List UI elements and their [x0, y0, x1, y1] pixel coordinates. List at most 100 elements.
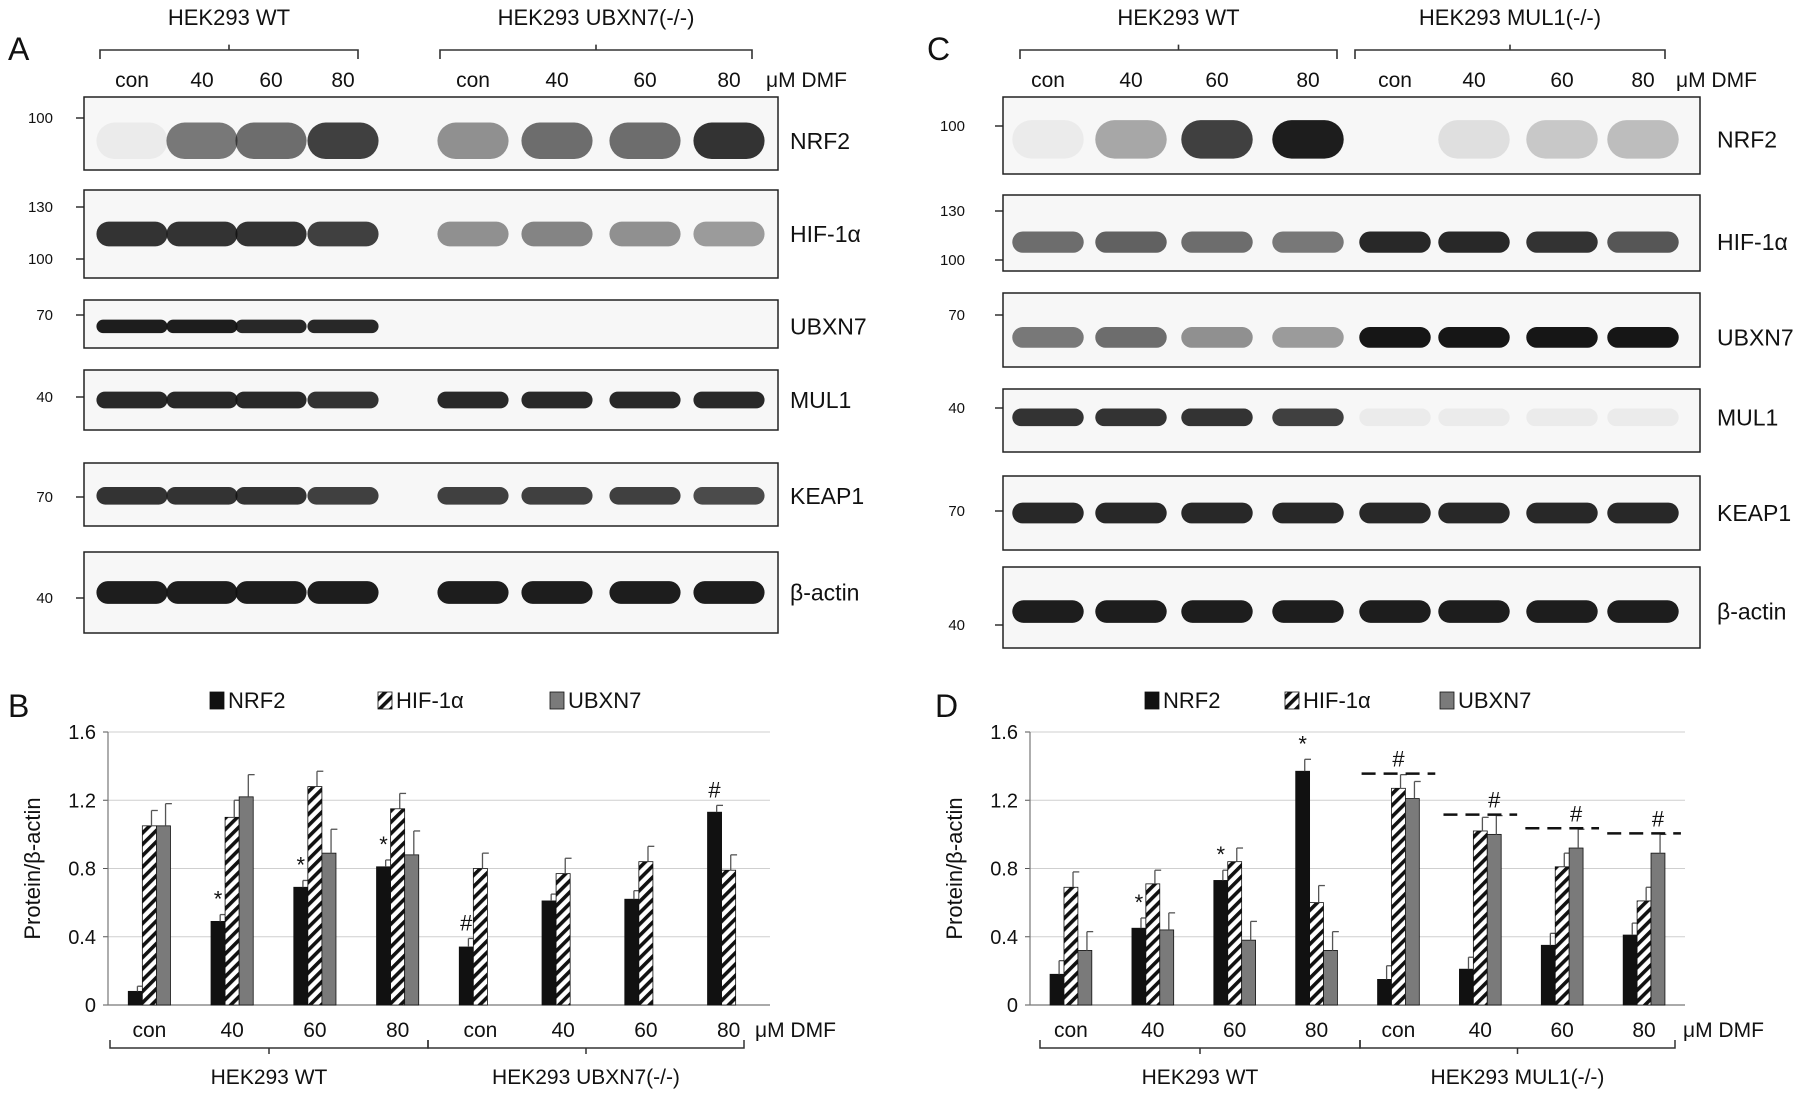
significance-hash: # [708, 777, 721, 802]
lane-label: 60 [633, 69, 656, 92]
protein-band [693, 486, 765, 505]
protein-band [235, 486, 307, 505]
legend-swatch [209, 691, 225, 710]
significance-star: * [1216, 842, 1225, 867]
protein-band [166, 221, 238, 247]
bar [210, 920, 226, 1006]
blot-strip-hif1: HIF-1α 130 100 [28, 189, 861, 279]
protein-band [1012, 600, 1084, 623]
y-tick-label: 0.8 [990, 859, 1018, 881]
blot-strip-actin: β-actin 40 [948, 566, 1786, 649]
lane-label: 60 [259, 69, 282, 92]
protein-band [1607, 502, 1679, 524]
group-label: HEK293 MUL1(-/-) [1431, 1066, 1605, 1089]
protein-band [1012, 502, 1084, 524]
protein-band [307, 486, 379, 505]
x-tick-label: 80 [1305, 1019, 1328, 1042]
molecular-weight-marker: 70 [36, 307, 53, 324]
protein-band [1359, 327, 1431, 348]
protein-band [693, 221, 765, 247]
molecular-weight-marker: 70 [948, 503, 965, 520]
bar [707, 811, 722, 1006]
protein-band [1012, 231, 1084, 253]
dose-unit-label: μM DMF [1676, 69, 1757, 92]
protein-band [307, 319, 379, 334]
protein-band [96, 486, 168, 505]
y-tick-label: 0.8 [68, 859, 96, 881]
x-tick-label: 60 [1223, 1019, 1246, 1042]
x-tick-label: 80 [1632, 1019, 1655, 1042]
x-tick-label: con [132, 1019, 166, 1042]
protein-band [609, 122, 681, 160]
protein-band [1012, 120, 1084, 159]
protein-band [235, 391, 307, 409]
protein-band [693, 391, 765, 409]
protein-band [235, 581, 307, 604]
blot-strip-mul1: MUL1 40 [948, 388, 1778, 453]
bar [127, 990, 143, 1006]
protein-band [1181, 120, 1253, 159]
bar [307, 786, 323, 1006]
protein-band [521, 391, 593, 409]
molecular-weight-marker: 40 [36, 389, 53, 406]
protein-band [1359, 408, 1431, 427]
protein-band [1438, 327, 1510, 348]
group-bracket [1359, 1040, 1676, 1054]
bar [224, 816, 240, 1006]
y-tick-label: 1.2 [990, 790, 1018, 812]
y-tick-label: 0.4 [68, 927, 96, 949]
x-tick-label: 60 [634, 1019, 657, 1042]
protein-band [1607, 600, 1679, 623]
protein-band [1438, 408, 1510, 427]
dose-unit-label: μM DMF [766, 69, 847, 92]
blot-frame [1002, 96, 1701, 175]
bar [376, 866, 391, 1006]
protein-label: HIF-1α [1717, 229, 1788, 255]
bar [624, 898, 640, 1006]
cell-line-group-label: HEK293 MUL1(-/-) [1419, 5, 1601, 30]
lane-label: con [456, 69, 490, 92]
x-tick-label: con [1054, 1019, 1088, 1042]
bar [555, 873, 571, 1006]
molecular-weight-marker: 40 [36, 590, 53, 607]
group-label: HEK293 UBXN7(-/-) [492, 1066, 680, 1089]
legend-swatch [377, 691, 393, 710]
bar [293, 886, 309, 1006]
protein-band [166, 486, 238, 505]
protein-band [609, 221, 681, 247]
protein-band [1438, 231, 1510, 253]
y-tick-label: 1.6 [68, 722, 96, 744]
protein-band [1181, 502, 1253, 524]
protein-label: NRF2 [1717, 126, 1777, 152]
lane-label: 80 [1296, 69, 1319, 92]
bar [1145, 883, 1161, 1006]
protein-label: β-actin [1717, 599, 1786, 625]
significance-star: * [1135, 890, 1144, 915]
x-unit-label: μM DMF [1683, 1019, 1764, 1042]
cell-line-group-bracket [1354, 44, 1666, 59]
protein-band [1095, 327, 1167, 348]
protein-band [1438, 120, 1510, 159]
protein-band [235, 221, 307, 247]
protein-label: β-actin [790, 580, 859, 606]
group-bracket [109, 1040, 429, 1054]
group-label: HEK293 WT [211, 1066, 328, 1089]
x-tick-label: con [1382, 1019, 1416, 1042]
protein-band [1526, 120, 1598, 159]
protein-band [1272, 408, 1344, 427]
protein-band [166, 581, 238, 604]
significance-star: * [297, 852, 306, 877]
protein-band [1526, 600, 1598, 623]
lane-label: 60 [1205, 69, 1228, 92]
group-bracket [1039, 1040, 1361, 1054]
protein-band [1359, 600, 1431, 623]
blot-strip-nrf2: NRF2 100 [28, 96, 850, 171]
western-blot-panel-a: A HEK293 WT HEK293 UBXN7(-/-) con 40 60 80 con 4… [8, 5, 867, 634]
protein-label: KEAP1 [790, 483, 864, 509]
x-tick-label: con [463, 1019, 497, 1042]
protein-band [1012, 408, 1084, 427]
legend-label: NRF2 [1163, 688, 1220, 713]
bar [1295, 770, 1311, 1006]
protein-label: MUL1 [1717, 404, 1778, 430]
protein-band [1272, 120, 1344, 159]
